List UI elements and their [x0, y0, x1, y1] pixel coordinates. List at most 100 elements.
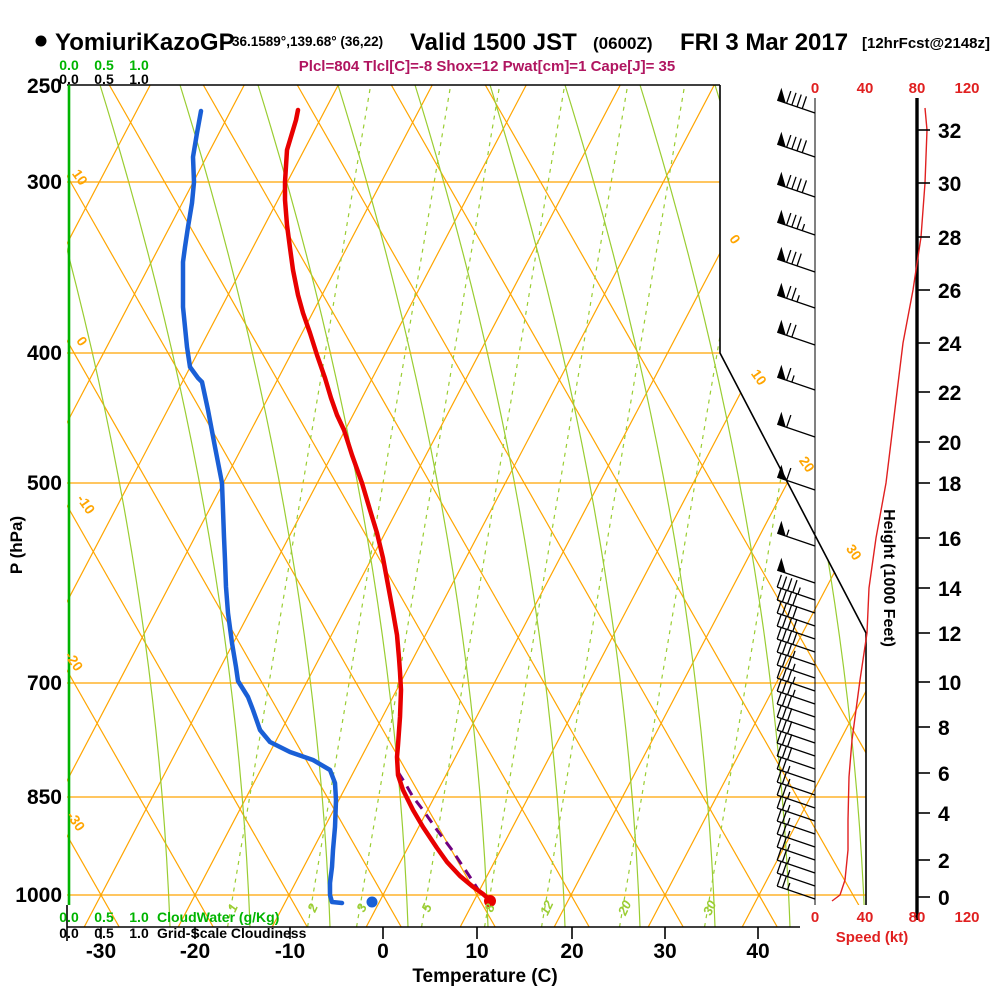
wind-barb-feather — [776, 860, 783, 874]
wind-barb-feather — [776, 639, 783, 653]
cloudwater-scale-label-top: 0.0 — [59, 57, 79, 73]
wind-barb-feather — [781, 719, 788, 733]
wind-barb-feather — [786, 604, 793, 617]
cloudiness-scale-label-bottom: 0.0 — [59, 925, 79, 941]
isotherm-label: 30 — [843, 541, 865, 563]
wind-barb-half-feather — [786, 529, 790, 537]
wind-barb-feather — [781, 654, 788, 668]
wind-barb-feather — [796, 94, 802, 108]
dry-adiabat-line — [484, 85, 866, 927]
mixing-ratio-line — [540, 85, 686, 927]
wind-barb-half-feather — [786, 804, 791, 812]
wind-barb-pennant — [777, 364, 786, 380]
mixing-ratio-line — [306, 85, 452, 927]
wind-barb-feather — [776, 782, 783, 796]
wind-barb-feather — [776, 574, 783, 588]
wind-barb-staff — [776, 376, 816, 391]
wind-barb-feather — [781, 615, 788, 629]
wind-barb-pennant — [777, 131, 786, 147]
wind-barb-feather — [786, 643, 793, 656]
height-tick-label: 18 — [938, 473, 962, 496]
wind-barb-feather — [786, 682, 793, 695]
wind-barb-feather — [776, 756, 783, 770]
wind-barb-staff — [776, 221, 816, 236]
moist-adiabat-line — [67, 85, 171, 927]
moist-adiabat-line — [714, 85, 866, 927]
wind-barb-feather — [776, 769, 783, 783]
pressure-tick-label: 300 — [27, 171, 62, 194]
cloudwater-scale-label-bottom: 1.0 — [129, 909, 149, 925]
wind-barb-feather — [781, 758, 788, 772]
height-tick-label: 0 — [938, 887, 950, 910]
wind-barb-staff — [776, 99, 816, 114]
wind-barb-staff — [776, 716, 816, 731]
cloudwater-scale-label-top: 1.0 — [129, 57, 149, 73]
wind-barb-feather — [776, 600, 783, 614]
wind-barb-half-feather — [792, 650, 796, 658]
temperature-tick-label: -30 — [86, 940, 116, 963]
isotherm-line — [553, 85, 866, 927]
wind-barb-half-feather — [791, 375, 795, 383]
mixing-ratio-line — [226, 85, 372, 927]
speed-tick-label-bottom: 40 — [857, 909, 874, 926]
pressure-tick-label: 1000 — [15, 884, 62, 907]
wind-barb-feather — [781, 641, 788, 655]
dewpoint-curve — [180, 108, 345, 906]
wind-barb-staff — [776, 872, 816, 887]
wind-barb-feather — [781, 810, 788, 824]
wind-barb-staff — [776, 755, 816, 770]
wind-barb-half-feather — [786, 856, 791, 864]
wind-barb-feather — [781, 875, 788, 889]
isotherm-line — [365, 85, 809, 927]
dry-adiabat-label: -30 — [64, 808, 89, 834]
speed-tick-label-top: 120 — [954, 80, 979, 97]
mixing-ratio-label: 12 — [537, 897, 557, 917]
wind-barb-feather — [776, 678, 783, 692]
wind-barb-half-feather — [796, 295, 800, 303]
dry-adiabat-line — [67, 85, 496, 927]
wind-barb-pennant — [777, 246, 786, 262]
isotherm-label: 0 — [726, 231, 744, 247]
temperature-tick-label: 10 — [465, 940, 488, 963]
cloudiness-scale-title: Grid-Scale Cloudiness — [157, 925, 307, 941]
wind-barb-feather — [781, 784, 788, 798]
station-title: YomiuriKazoGP — [55, 29, 235, 56]
wind-barb-feather — [786, 249, 792, 263]
wind-barb-staff — [776, 677, 816, 692]
speed-tick-label-top: 40 — [857, 80, 874, 97]
wind-barb-feather — [776, 873, 783, 887]
wind-barb-pennant — [777, 209, 786, 225]
wind-barb-feather — [776, 730, 783, 744]
wind-barb-feather — [776, 795, 783, 809]
speed-tick-label-top: 80 — [909, 80, 926, 97]
isotherm-line — [67, 85, 339, 927]
wind-barb-feather — [786, 467, 792, 481]
forecast-tag: [12hrFcst@2148z] — [862, 35, 990, 52]
wind-barb-feather — [776, 834, 783, 848]
pressure-axis-title: P (hPa) — [7, 516, 26, 574]
wind-barb-feather — [801, 96, 808, 109]
wind-speed-curve — [831, 107, 928, 902]
wind-barb-half-feather — [786, 765, 791, 773]
wind-barb-feather — [781, 693, 788, 707]
height-tick-label: 30 — [938, 173, 961, 196]
wind-barb-feather — [776, 652, 783, 666]
wind-barb-feather — [786, 174, 792, 188]
valid-time-z: (0600Z) — [593, 34, 653, 53]
wind-barb-pennant — [777, 557, 786, 573]
moist-adiabat-line — [99, 85, 251, 927]
wind-barb-pennant — [777, 171, 786, 187]
wind-barb-staff — [776, 183, 816, 198]
wind-barb-feather — [781, 849, 788, 863]
wind-barb-staff — [776, 599, 816, 614]
height-tick-label: 14 — [938, 578, 962, 601]
wind-barb-feather — [792, 592, 798, 606]
wind-barb-feather — [781, 628, 788, 642]
height-tick-label: 28 — [938, 227, 962, 250]
wind-barb-feather — [781, 602, 788, 616]
wind-barb-staff — [776, 703, 816, 718]
wind-barbs — [776, 87, 816, 900]
wind-barb-feather — [792, 579, 798, 593]
wind-barb-staff — [776, 859, 816, 874]
wind-barb-feather — [791, 324, 797, 338]
